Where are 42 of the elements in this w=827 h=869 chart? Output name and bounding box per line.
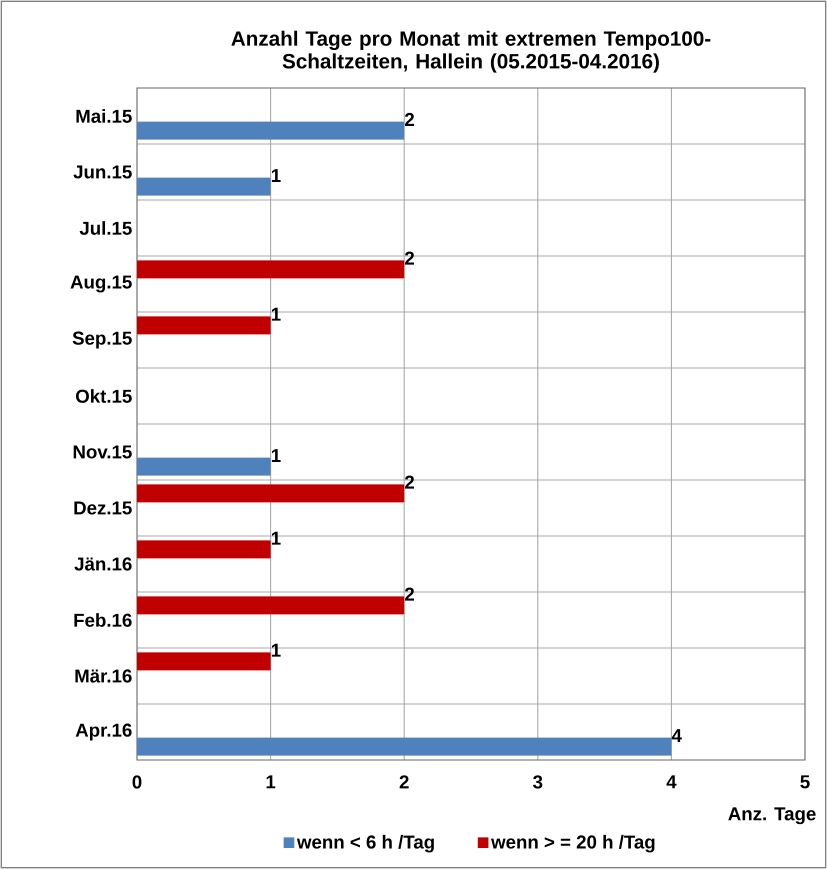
y-tick-label: Aug.15 <box>70 276 132 292</box>
y-tick-label: Nov.15 <box>74 445 132 459</box>
x-tick-label: 0 <box>132 775 142 789</box>
data-label: 1 <box>272 169 281 182</box>
y-tick-label: Apr.16 <box>76 724 132 740</box>
y-tick-label: Jän.16 <box>74 557 132 571</box>
data-label: 2 <box>404 588 414 601</box>
data-label: 2 <box>404 112 414 126</box>
x-tick-label: 3 <box>533 775 542 789</box>
bar <box>137 484 404 502</box>
data-label: 2 <box>404 476 414 489</box>
data-label: 1 <box>272 532 281 545</box>
y-tick-label: Mai.15 <box>76 109 132 123</box>
x-tick-label: 4 <box>666 775 676 788</box>
bar <box>137 178 271 196</box>
bar <box>137 652 271 670</box>
x-axis-title: Anz. Tage <box>728 807 816 824</box>
x-tick-label: 5 <box>800 775 810 788</box>
y-tick-label: Sep.15 <box>72 332 132 348</box>
x-tick-label: 1 <box>266 775 276 788</box>
data-label: 4 <box>672 729 682 742</box>
y-tick-label: Jun.15 <box>73 166 132 179</box>
bar <box>137 316 271 334</box>
bar <box>137 540 271 558</box>
y-tick-label: Okt.15 <box>76 389 132 403</box>
bar <box>137 738 672 756</box>
y-tick-label: Feb.16 <box>74 613 132 627</box>
chart-title: Anzahl Tage pro Monat mit extremen Tempo100-Schaltzeiten, Hallein (05.2015-04.2016) <box>231 30 710 73</box>
data-label: 1 <box>272 644 281 657</box>
x-tick-label: 2 <box>400 775 409 788</box>
y-tick-label: Mär.16 <box>75 669 132 683</box>
bar <box>137 596 404 614</box>
y-tick-label: Dez.15 <box>74 502 132 515</box>
bar <box>137 260 404 278</box>
data-label: 2 <box>404 252 414 265</box>
data-label: 1 <box>272 308 281 321</box>
legend-label: wenn < 6 h /Tag <box>296 834 434 852</box>
y-tick-label: Jul.15 <box>80 221 132 235</box>
bar <box>137 122 404 140</box>
bar <box>137 458 271 476</box>
legend-label: wenn > = 20 h /Tag <box>491 834 654 852</box>
data-label: 1 <box>272 449 281 462</box>
